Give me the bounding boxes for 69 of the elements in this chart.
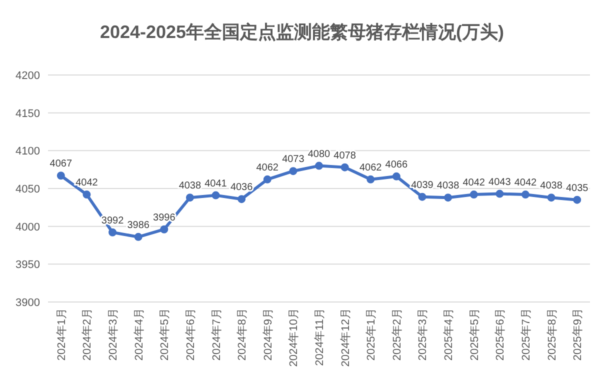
x-tick-label: 2024年11月 [314, 308, 326, 366]
data-label: 4036 [230, 182, 254, 194]
point [160, 225, 168, 234]
x-tick-label: 2024年8月 [236, 308, 249, 361]
x-tick-label: 2024年3月 [108, 308, 120, 361]
x-tick-label: 2025年1月 [366, 308, 378, 361]
point [444, 194, 452, 202]
data-label: 4042 [514, 178, 538, 189]
x-tick-label: 2025年8月 [546, 308, 558, 361]
point [315, 162, 323, 170]
point [212, 191, 220, 200]
chart-title: 2024-2025年全国定点监测能繁母猪存栏情况(万头) [100, 22, 504, 42]
data-label: 4062 [256, 162, 279, 174]
x-tick-label: 2025年7月 [520, 308, 532, 361]
x-tick-label: 2024年9月 [262, 308, 274, 361]
point [186, 194, 194, 202]
data-label: 4038 [178, 180, 202, 192]
point [238, 195, 246, 204]
point [392, 172, 400, 180]
point [470, 190, 478, 199]
data-label: 4038 [540, 180, 563, 192]
x-tick-label: 2025年4月 [443, 308, 456, 361]
point [134, 232, 142, 241]
y-tick-label: 4050 [16, 184, 40, 196]
point [82, 190, 91, 199]
x-tick-label: 2024年7月 [210, 308, 223, 361]
x-tick-label: 2024年5月 [159, 308, 172, 361]
point [521, 190, 530, 199]
x-tick-label: 2025年2月 [391, 308, 404, 361]
point [56, 172, 65, 180]
y-tick-label: 4100 [16, 146, 40, 158]
x-tick-label: 2024年4月 [133, 308, 146, 361]
x-tick-label: 2025年6月 [494, 308, 507, 361]
data-label: 4066 [385, 159, 408, 170]
data-label: 4080 [308, 148, 331, 160]
data-label: 4041 [204, 178, 228, 190]
point [289, 167, 298, 176]
x-tick-label: 2024年10月 [288, 308, 300, 367]
data-label: 4073 [282, 154, 305, 166]
data-label: 4062 [359, 162, 382, 174]
x-tick-label: 2025年5月 [468, 308, 481, 361]
point [263, 175, 272, 184]
x-tick-label: 2024年1月 [56, 308, 68, 361]
y-tick-label: 3900 [16, 297, 40, 309]
point [573, 196, 582, 204]
point [108, 228, 117, 236]
data-label: 4039 [411, 180, 434, 191]
y-tick-label: 4150 [16, 108, 40, 120]
data-label: 4043 [488, 176, 512, 188]
data-label: 4042 [76, 178, 98, 189]
data-label: 3986 [127, 220, 150, 231]
point [418, 192, 426, 201]
data-label: 4038 [436, 180, 460, 192]
x-tick-label: 2024年2月 [82, 308, 94, 361]
point [340, 163, 349, 172]
y-tick-label: 4000 [16, 221, 40, 234]
data-label: 4042 [462, 178, 486, 189]
y-tick-label: 3950 [16, 259, 40, 272]
data-label: 4078 [334, 150, 356, 162]
x-tick-label: 2024年6月 [184, 308, 197, 361]
x-tick-label: 2025年3月 [417, 308, 430, 361]
y-tick-label: 4200 [16, 70, 40, 82]
x-tick-label: 2024年12月 [340, 308, 352, 367]
point [547, 194, 556, 202]
x-tick-label: 2025年9月 [572, 308, 584, 361]
data-label: 4035 [566, 182, 589, 194]
point [366, 175, 375, 184]
point [496, 190, 504, 198]
data-label: 4067 [50, 158, 72, 170]
